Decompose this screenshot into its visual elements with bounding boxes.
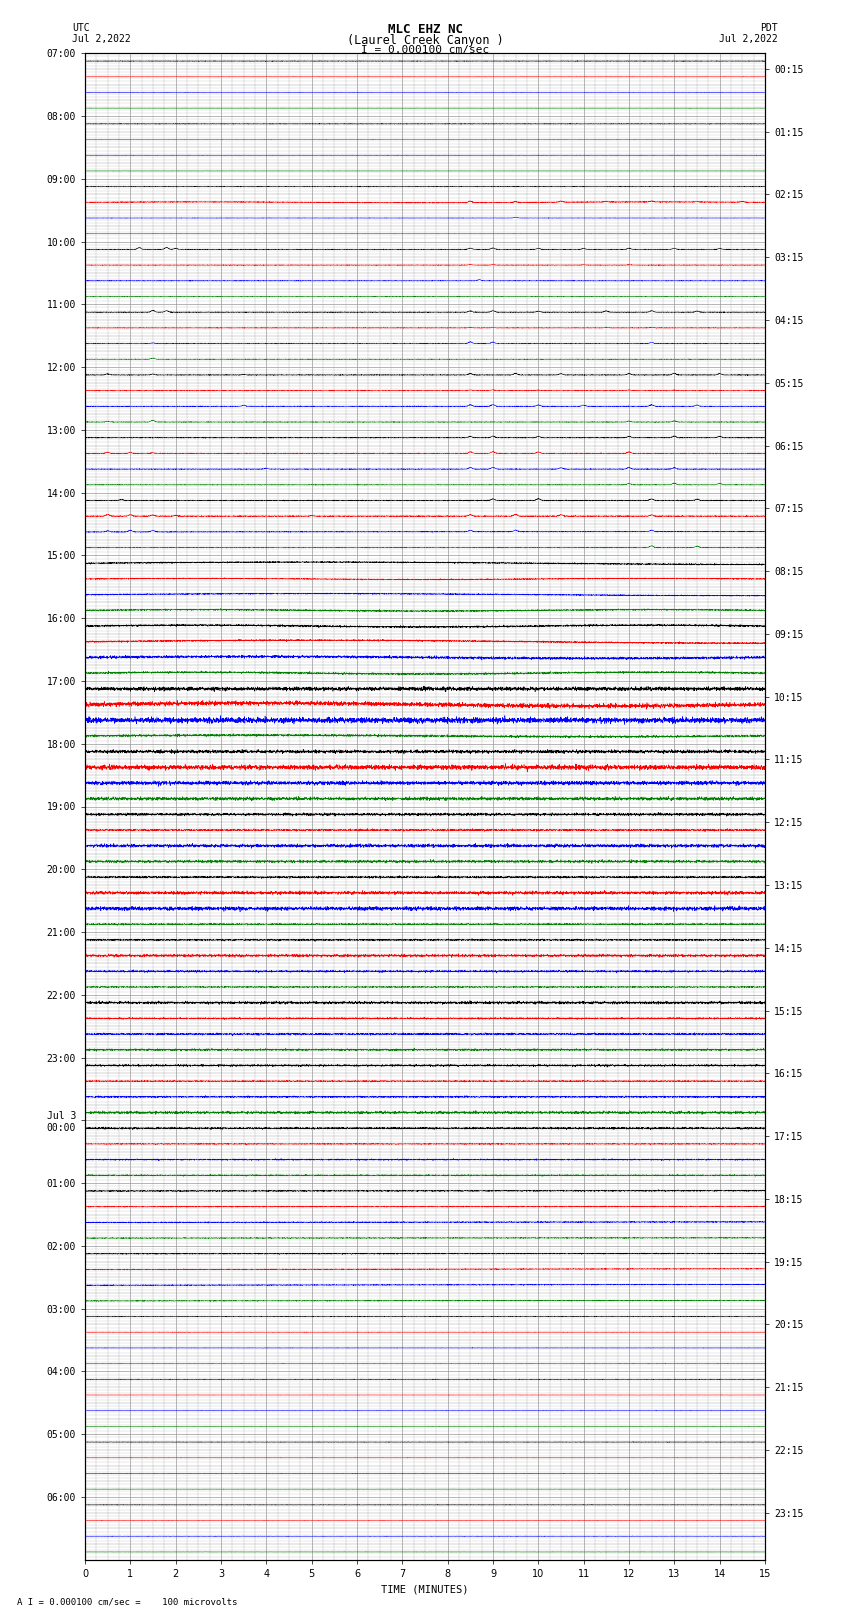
Text: PDT: PDT: [760, 23, 778, 32]
Text: UTC: UTC: [72, 23, 90, 32]
X-axis label: TIME (MINUTES): TIME (MINUTES): [382, 1584, 468, 1594]
Text: MLC EHZ NC: MLC EHZ NC: [388, 23, 462, 35]
Text: (Laurel Creek Canyon ): (Laurel Creek Canyon ): [347, 34, 503, 47]
Text: I = 0.000100 cm/sec: I = 0.000100 cm/sec: [361, 45, 489, 55]
Text: Jul 2,2022: Jul 2,2022: [72, 34, 131, 44]
Text: Jul 2,2022: Jul 2,2022: [719, 34, 778, 44]
Text: A I = 0.000100 cm/sec =    100 microvolts: A I = 0.000100 cm/sec = 100 microvolts: [17, 1597, 237, 1607]
